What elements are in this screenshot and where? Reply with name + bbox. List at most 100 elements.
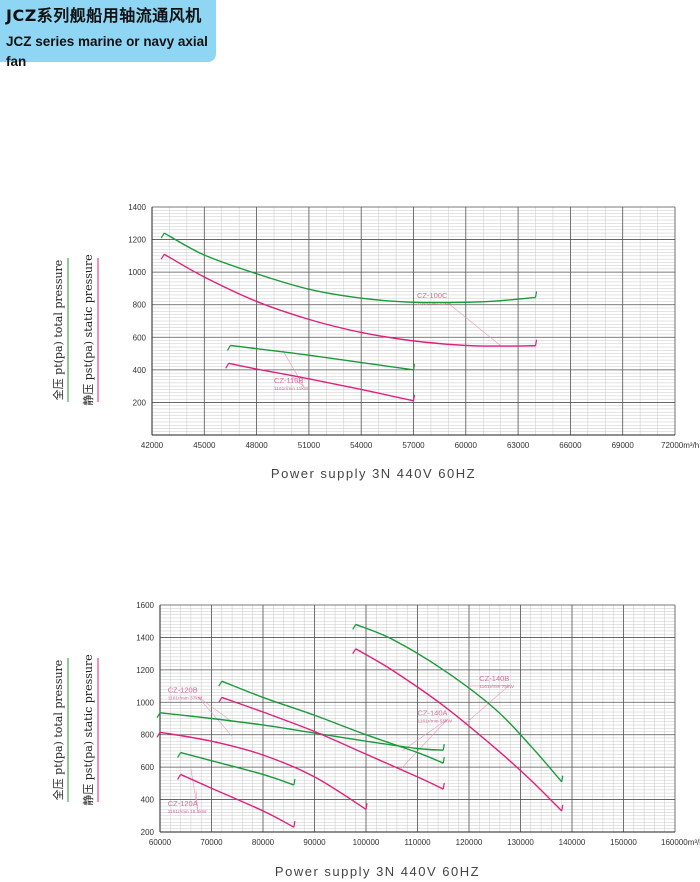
legend-static-pressure: 静压 pst(pa) static pressure <box>81 254 95 405</box>
curve-start-tick <box>226 345 231 351</box>
annotation-model: CZ-140B <box>479 674 509 683</box>
y-tick-label: 1400 <box>136 633 154 642</box>
annotation-leader <box>195 791 199 811</box>
legend: 全压 pt(pa) total pressure 静压 pst(pa) stati… <box>51 654 99 806</box>
static-pressure-curve <box>221 696 444 790</box>
x-tick-label: 90000 <box>303 838 326 847</box>
annotation-leader <box>399 719 448 771</box>
grid <box>151 206 676 436</box>
static-pressure-curve <box>159 731 367 810</box>
y-tick-label: 1400 <box>128 203 146 212</box>
total-pressure-curve <box>221 680 444 764</box>
annotation-model: CZ-140A <box>418 708 448 717</box>
y-tick-label: 800 <box>141 731 155 740</box>
header-title: JCZ系列舰船用轴流通风机 <box>6 6 202 25</box>
curve-end-tick <box>365 803 368 810</box>
x-tick-label: 69000 <box>612 441 635 450</box>
curve-start-tick <box>218 697 223 703</box>
annotation-leader <box>282 350 305 388</box>
y-tick-label: 1200 <box>136 666 154 675</box>
annotation-spec: 1161r/min 22kW <box>417 301 452 307</box>
curve-start-tick <box>177 752 182 758</box>
y-tick-label: 800 <box>133 301 147 310</box>
annotation-spec: 1161r/min 55kW <box>418 718 453 724</box>
y-tick-label: 200 <box>133 398 147 407</box>
annotation-leader <box>190 768 199 811</box>
static-pressure-curve <box>355 648 563 812</box>
total-pressure-curve <box>159 712 444 751</box>
x-tick-label: 66000 <box>559 441 582 450</box>
chart-cz100-cz110: 200 400 600 800 1000 1200 1400 42000 45000 48000 5… <box>51 203 699 481</box>
x-tick-label: 160000m³/h <box>661 838 700 847</box>
curve-end-tick <box>561 804 564 812</box>
curve-start-tick <box>156 731 161 738</box>
annotation-spec: 1161r/min 11kW <box>274 386 309 392</box>
curve-end-tick <box>534 339 538 346</box>
x-tick-label: 60000 <box>149 838 172 847</box>
static-pressure-curve <box>228 362 414 402</box>
x-tick-label: 130000 <box>507 838 534 847</box>
x-tick-label: 60000 <box>455 441 478 450</box>
curve-start-tick <box>160 232 165 239</box>
total-pressure-curve <box>180 751 295 786</box>
curve-end-tick <box>293 778 296 786</box>
legend-total-pressure: 全压 pt(pa) total pressure <box>51 660 65 801</box>
curve-start-tick <box>352 648 357 655</box>
header-subtitle: JCZ series marine or navy axial fan <box>6 34 208 69</box>
x-tick-label: 51000 <box>298 441 321 450</box>
legend: 全压 pt(pa) total pressure 静压 pst(pa) stati… <box>51 254 99 406</box>
curve-start-tick <box>156 712 161 719</box>
x-tick-label: 48000 <box>245 441 268 450</box>
x-tick-label: 57000 <box>402 441 425 450</box>
annotation-model: CZ-100C <box>417 291 448 300</box>
x-tick-label: 100000 <box>353 838 380 847</box>
x-axis-title: Power supply 3N 440V 60HZ <box>271 466 476 481</box>
curve-end-tick <box>412 363 416 370</box>
static-pressure-curve <box>180 773 295 828</box>
legend-total-pressure: 全压 pt(pa) total pressure <box>51 260 65 401</box>
y-tick-label: 1600 <box>136 601 154 610</box>
annotation-spec: 1161r/min 37kW <box>168 696 203 702</box>
x-tick-label: 63000 <box>507 441 530 450</box>
curve-end-tick <box>534 291 538 298</box>
annotation-model: CZ-110B <box>274 376 303 385</box>
x-axis-title: Power supply 3N 440V 60HZ <box>275 864 480 879</box>
total-pressure-curve <box>163 232 536 304</box>
curve-end-tick <box>293 821 296 828</box>
curve-start-tick <box>352 624 357 630</box>
y-tick-label: 600 <box>133 333 147 342</box>
y-tick-label: 1000 <box>128 268 146 277</box>
x-tick-label: 120000 <box>456 838 483 847</box>
curve-end-tick <box>442 756 445 764</box>
curve-start-tick <box>225 363 230 369</box>
total-pressure-curve <box>355 623 563 783</box>
y-tick-label: 200 <box>141 828 155 837</box>
x-tick-label: 140000 <box>559 838 586 847</box>
annotation-leader <box>291 376 305 388</box>
x-tick-label: 72000m³/h <box>661 441 699 450</box>
annotation-leader <box>446 301 501 346</box>
y-tick-label: 1000 <box>136 698 154 707</box>
header-badge: JCZ系列舰船用轴流通风机 JCZ series marine or navy … <box>0 0 216 69</box>
total-pressure-curve <box>230 344 414 371</box>
curve-end-tick <box>442 782 445 790</box>
annotation-model: CZ-120A <box>168 799 198 808</box>
x-tick-label: 42000 <box>141 441 164 450</box>
chart-cz120-cz140: 200 400 600 800 1000 1200 1400 1600 60000 70000 80… <box>51 601 700 879</box>
y-tick-label: 600 <box>141 763 155 772</box>
static-pressure-curve <box>163 253 536 347</box>
annotation-model: CZ-120B <box>168 686 198 695</box>
annotation-spec: 1161r/min 18.5kW <box>168 809 207 815</box>
curve-end-tick <box>442 744 445 751</box>
annotation-leader <box>468 684 510 687</box>
curve-end-tick <box>561 775 564 782</box>
x-tick-label: 54000 <box>350 441 373 450</box>
y-tick-label: 1200 <box>128 236 146 245</box>
x-tick-label: 150000 <box>610 838 637 847</box>
x-tick-label: 70000 <box>200 838 223 847</box>
legend-static-pressure: 静压 pst(pa) static pressure <box>81 654 95 805</box>
